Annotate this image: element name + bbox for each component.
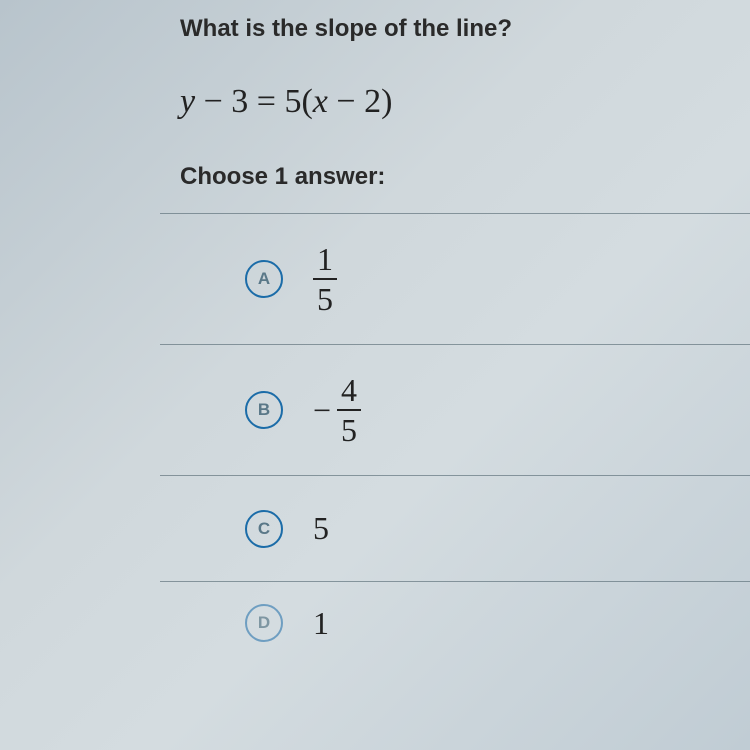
eq-rparen: ) [381, 83, 392, 120]
eq-5: 5 [284, 83, 301, 120]
option-letter-c: C [245, 510, 283, 548]
options-list: A 1 5 B − 4 5 C 5 [160, 213, 750, 664]
option-b-denominator: 5 [337, 409, 361, 446]
option-value-a: 1 5 [313, 243, 337, 315]
option-value-d: 1 [313, 605, 329, 642]
instruction-text: Choose 1 answer: [180, 163, 750, 191]
option-b[interactable]: B − 4 5 [160, 345, 750, 475]
option-a[interactable]: A 1 5 [160, 214, 750, 344]
eq-y: y [180, 83, 195, 120]
option-letter-d: D [245, 604, 283, 642]
eq-minus-1: − [195, 83, 231, 120]
option-letter-b: B [245, 391, 283, 429]
eq-3: 3 [231, 83, 248, 120]
equation: y − 3 = 5(x − 2) [180, 83, 750, 121]
question-text: What is the slope of the line? [180, 15, 750, 43]
option-d[interactable]: D 1 [160, 582, 750, 664]
eq-lparen: ( [301, 83, 312, 120]
option-a-denominator: 5 [313, 278, 337, 315]
eq-minus-2: − [328, 83, 364, 120]
eq-equals: = [248, 83, 284, 120]
option-value-c: 5 [313, 510, 329, 547]
option-c[interactable]: C 5 [160, 476, 750, 581]
eq-2: 2 [364, 83, 381, 120]
option-letter-a: A [245, 260, 283, 298]
eq-x: x [313, 83, 328, 120]
option-b-sign: − [313, 394, 331, 426]
option-b-numerator: 4 [337, 374, 361, 409]
option-value-b: − 4 5 [313, 374, 361, 446]
option-a-numerator: 1 [313, 243, 337, 278]
